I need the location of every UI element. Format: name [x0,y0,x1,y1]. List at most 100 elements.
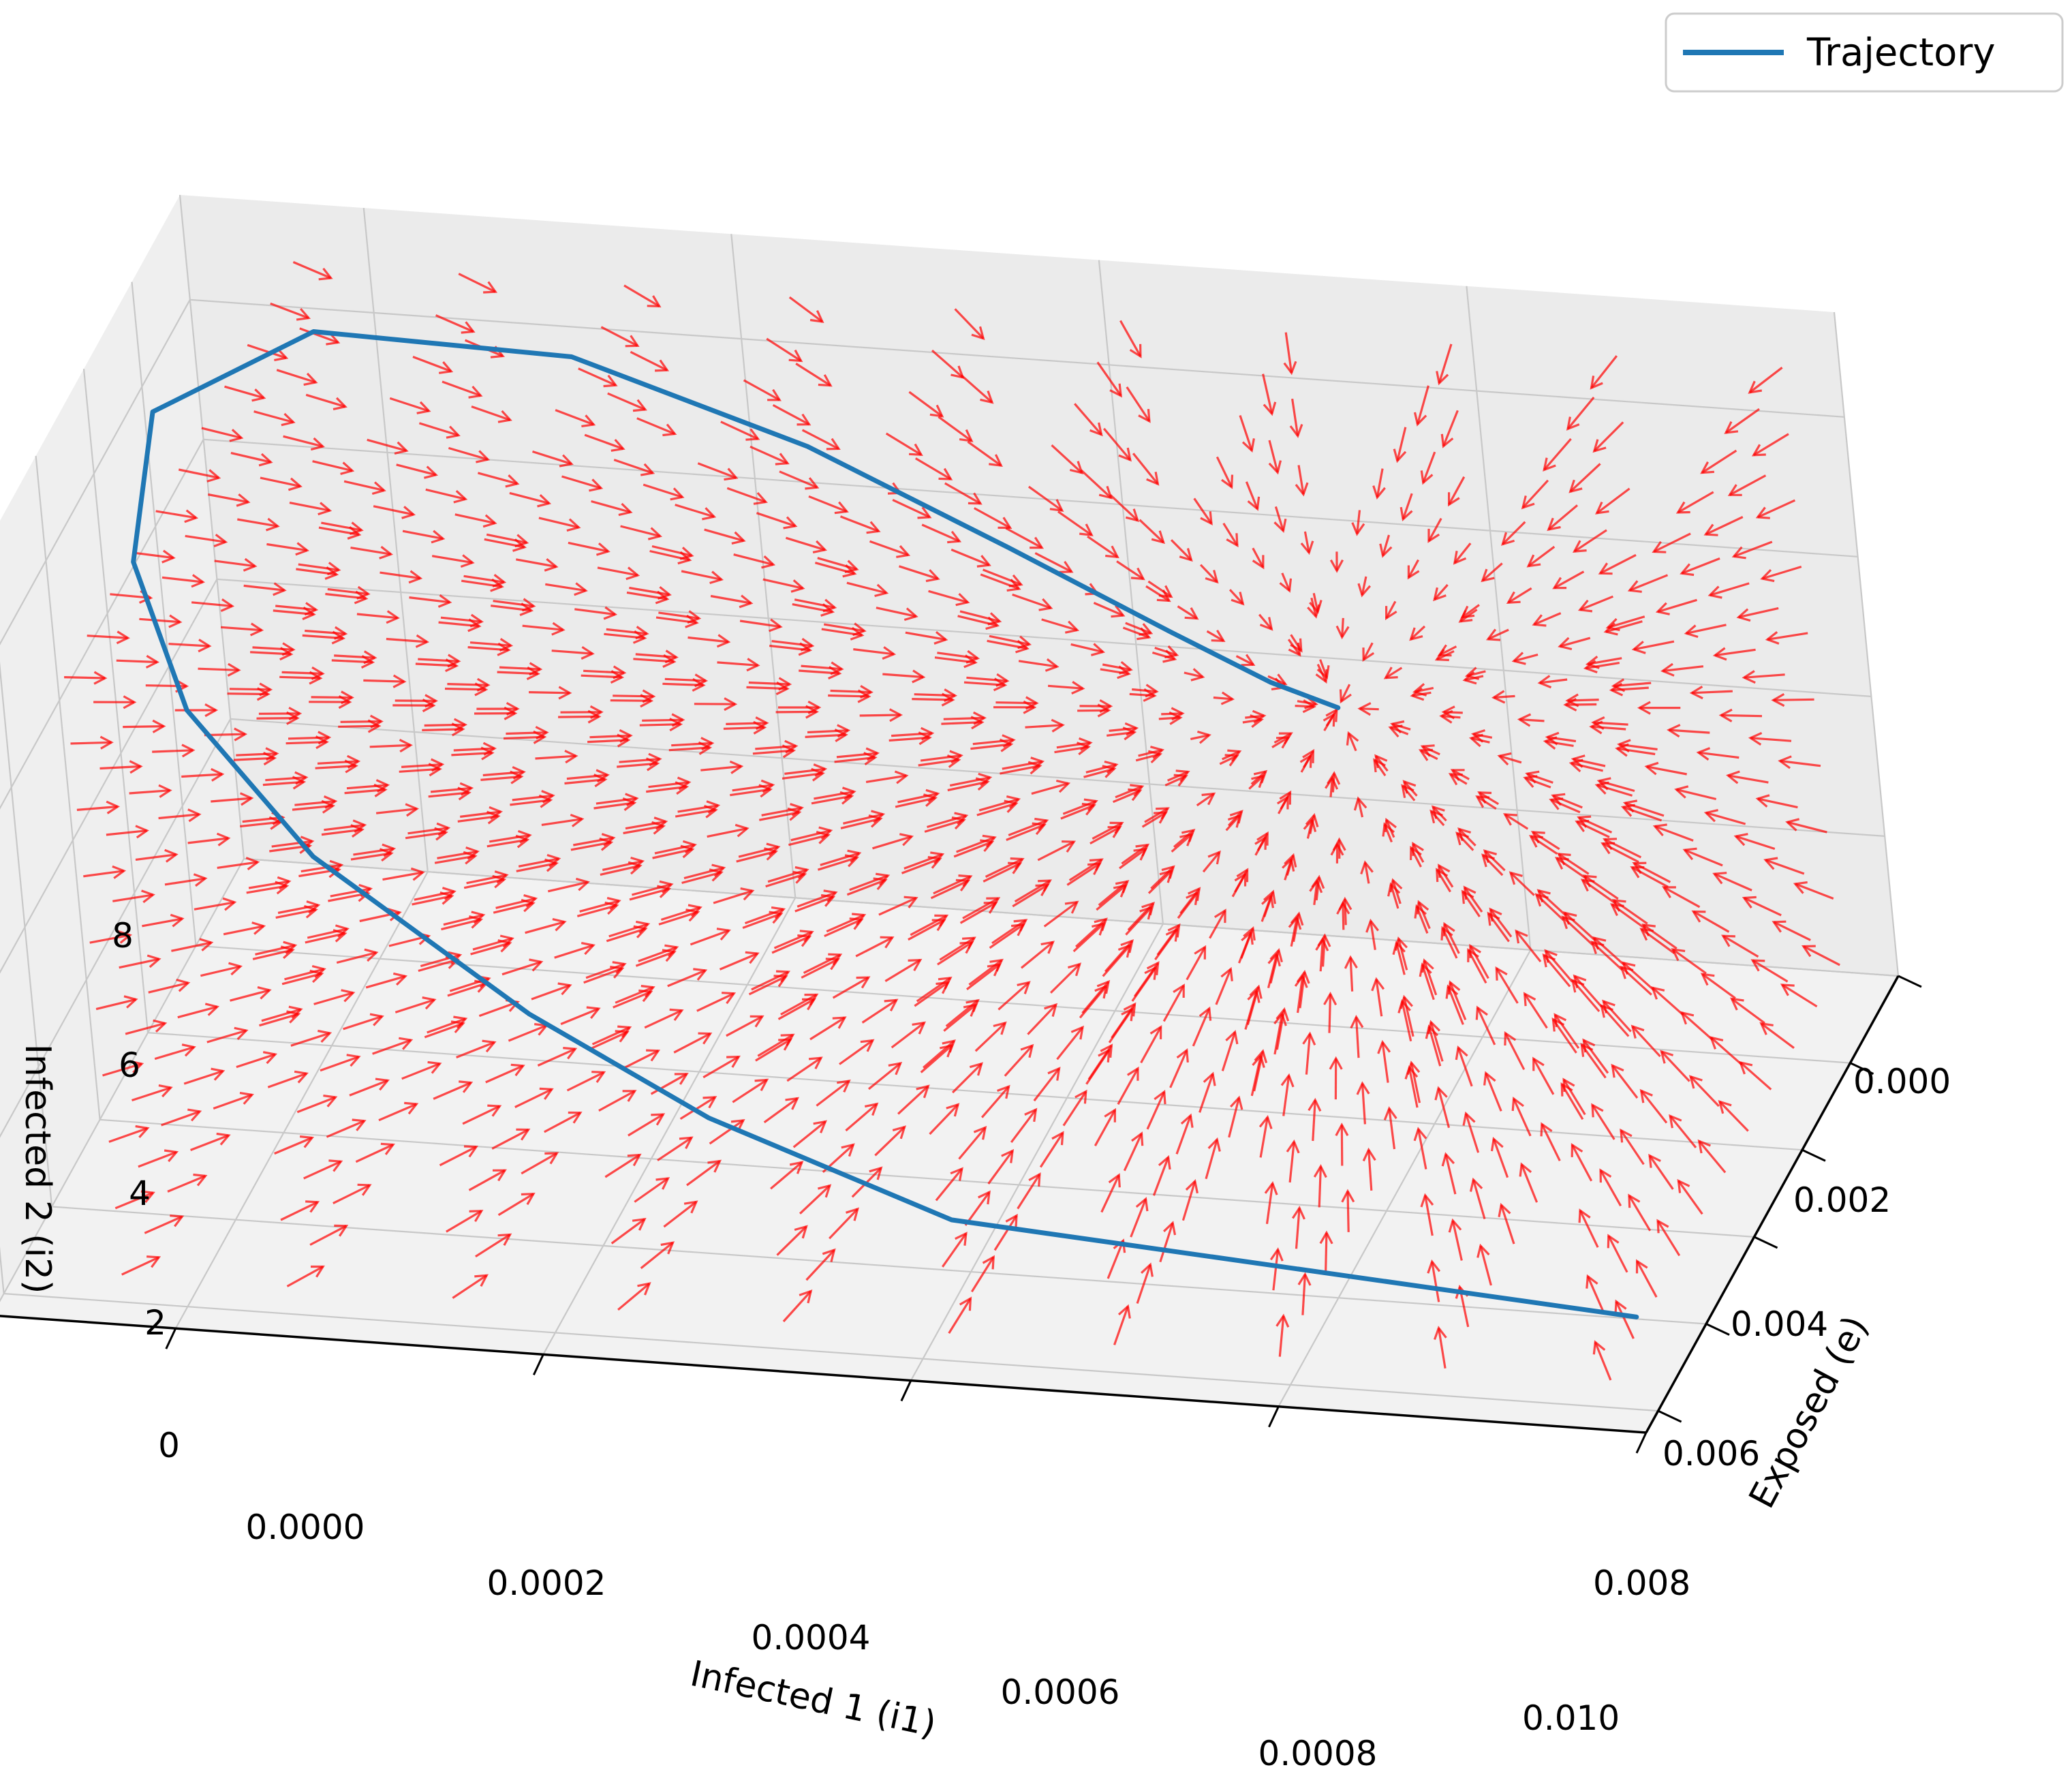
vector-arrow [1136,1262,1154,1304]
vector-arrow [615,985,655,1004]
vector-arrow [993,1213,1018,1251]
vector-arrow [401,758,445,772]
vector-arrow [1258,1115,1273,1158]
vector-arrow [687,634,731,648]
vector-arrow [980,1084,1010,1118]
vector-arrow [596,793,639,807]
vector-arrow [223,921,266,936]
vector-arrow [1733,833,1776,851]
vector-arrow [878,896,918,916]
vector-arrow [748,677,792,691]
vector-arrow [412,356,454,374]
vector-arrow [1216,456,1234,489]
vector-arrow [1175,1113,1194,1155]
vector-arrow [1073,403,1103,437]
vector-arrow [138,1149,179,1168]
vector-arrow [1437,644,1457,657]
vector-arrow [317,754,361,769]
vector-arrow [970,1255,995,1293]
vector-arrow [1750,959,1789,983]
vector-arrow [284,964,326,981]
vector-arrow [939,936,976,961]
vector-arrow [174,703,219,718]
vector-arrow [1427,517,1442,543]
vector-arrow [274,1135,315,1155]
vector-arrow [726,487,768,505]
vector-arrow [700,760,744,774]
vector-arrow [579,897,621,913]
vector-arrow [340,714,384,729]
vector-arrow [369,738,413,753]
vector-arrow [1092,821,1124,840]
vector-arrow [1656,1219,1681,1257]
vector-arrow [1489,907,1513,938]
vector-arrow [1234,868,1249,893]
vector-arrow [929,1103,960,1135]
vector-arrow [1125,622,1154,636]
vector-arrow [266,542,309,556]
vector-arrow [1102,427,1132,462]
vector-arrow [1448,1218,1463,1261]
vector-arrow [437,846,480,860]
vector-arrow [1202,850,1221,873]
vector-arrow [867,1061,903,1090]
vector-arrow [1718,1099,1749,1132]
vector-arrow [865,770,909,784]
x-tick-label-2: 0.0004 [752,1618,871,1658]
vector-arrow [365,972,408,989]
vector-arrow [1181,1179,1199,1221]
vector-arrow [604,1153,642,1178]
vector-arrow [719,951,760,971]
vector-arrow [962,897,1001,919]
vector-arrow [123,719,166,733]
vector-arrow [171,938,214,952]
vector-arrow [491,1128,531,1150]
vector-arrow [1490,1137,1509,1178]
vector-arrow [937,650,980,664]
vector-arrow [803,953,843,975]
vector-arrow [987,1148,1015,1185]
vector-arrow [518,853,561,868]
vector-arrow [679,1096,717,1120]
vector-arrow [1742,896,1782,917]
vector-arrow [707,823,749,838]
vector-arrow [1121,843,1150,865]
vector-arrow [152,744,196,758]
vector-arrow [805,1248,836,1281]
vector-arrow [1179,887,1201,915]
vector-arrow [1696,747,1739,761]
vector-arrow [974,1021,1007,1052]
vector-arrow [1598,553,1637,575]
vector-arrow [808,495,849,515]
vector-arrow [631,880,674,896]
vector-arrow [780,993,819,1015]
vector-arrow [1275,1007,1290,1050]
vector-arrow [1222,749,1242,762]
vector-arrow [303,1159,343,1180]
vector-arrow [1308,1097,1322,1142]
vector-arrow [545,582,588,596]
vector-arrow [187,832,231,846]
vector-arrow [1602,999,1632,1033]
vector-arrow [70,735,114,750]
vector-arrow [1025,718,1065,733]
vector-arrow [1655,598,1697,615]
vector-arrow [1341,1189,1355,1232]
vector-arrow [1748,731,1792,746]
vector-arrow [1517,713,1545,727]
x-tick-label-0: 0.0000 [246,1508,365,1547]
vector-arrow [489,829,532,844]
vector-arrow [435,314,476,334]
vector-arrow [367,438,409,455]
gridline-z-1 [0,718,1885,1138]
vector-arrow [466,870,509,885]
vector-arrow [884,958,923,982]
gridline-z-3 [0,438,1858,810]
vector-arrow [1262,373,1277,416]
vector-arrow [1338,896,1352,926]
vector-arrow [772,403,811,426]
vector-arrow [236,747,279,761]
vector-arrow [584,433,625,452]
vector-arrow [1102,943,1132,977]
vector-arrow [343,1013,384,1030]
